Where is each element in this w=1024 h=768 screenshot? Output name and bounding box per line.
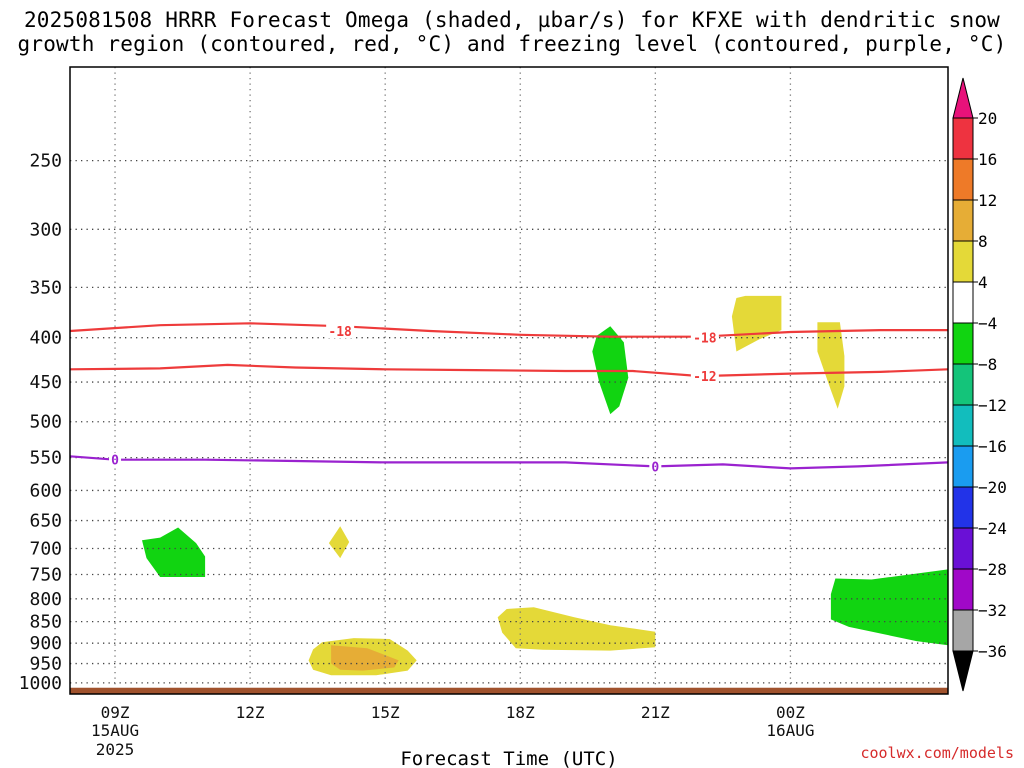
colorbar-swatch-2: [952, 199, 974, 242]
contour-label-bg: [690, 330, 719, 345]
contour-label-bg: [326, 324, 355, 339]
dendritic-contour-label: -18: [328, 325, 352, 340]
colorbar-swatch-10: [952, 527, 974, 570]
colorbar-swatch-8: [952, 445, 974, 488]
y-tick-label-850: 850: [29, 612, 62, 633]
omega-region-7: [497, 607, 656, 651]
freezing-contour-label: 0: [651, 460, 659, 475]
colorbar-swatch-4: [952, 281, 974, 324]
omega-region-0: [142, 527, 206, 577]
colorbar-swatch-3: [952, 240, 974, 283]
omega-region-5: [817, 322, 845, 409]
x-tick-year-2025: 2025: [96, 740, 135, 759]
colorbar-label-8: −16: [978, 437, 1007, 456]
y-tick-label-950: 950: [29, 654, 62, 675]
x-tick-label-21Z: 21Z: [641, 703, 670, 722]
colorbar-label-2: 12: [978, 191, 997, 210]
freezing-contour-2: [69, 455, 949, 470]
colorbar-label-9: −20: [978, 478, 1007, 497]
terrain-fill: [70, 687, 948, 694]
colorbar-label-0: 20: [978, 109, 997, 128]
x-tick-label-15Z: 15Z: [371, 703, 400, 722]
x-tick-label-12Z: 12Z: [236, 703, 265, 722]
colorbar-swatch-1: [952, 158, 974, 201]
omega-region-8: [331, 645, 399, 671]
colorbar-bottom-arrow: [952, 650, 974, 692]
contour-label-bg: [109, 452, 122, 467]
y-tick-label-650: 650: [29, 511, 62, 532]
y-tick-label-550: 550: [29, 448, 62, 469]
chart-title-line2: growth region (contoured, red, °C) and f…: [17, 32, 1007, 56]
colorbar-swatch-11: [952, 568, 974, 611]
plot-frame: [69, 66, 949, 695]
omega-region-3: [328, 526, 350, 559]
colorbar-label-11: −28: [978, 560, 1007, 579]
y-tick-label-350: 350: [29, 277, 62, 298]
y-tick-label-600: 600: [29, 480, 62, 501]
x-tick-label-00Z: 00Z: [776, 703, 805, 722]
dendritic-contour-label: -18: [693, 332, 717, 347]
colorbar-top-arrow: [952, 77, 974, 119]
colorbar-label-7: −12: [978, 396, 1007, 415]
colorbar-label-1: 16: [978, 150, 997, 169]
contour-label-bg: [649, 459, 662, 474]
omega-colorbar: 20 16 12 8 4 −4 −8 −12 −16 −20 −24 −28 −32 −36: [952, 77, 1007, 692]
y-tick-label-300: 300: [29, 219, 62, 240]
colorbar-label-6: −8: [978, 355, 997, 374]
colorbar-swatch-6: [952, 363, 974, 406]
omega-region-4: [731, 295, 782, 352]
y-tick-label-750: 750: [29, 564, 62, 585]
omega-region-2: [830, 569, 948, 646]
grid-lines: [70, 67, 948, 694]
colorbar-swatch-9: [952, 486, 974, 529]
freezing-contour-label: 0: [111, 454, 119, 469]
credit-text: coolwx.com/models: [860, 744, 1014, 762]
dendritic-contour-0: [69, 322, 948, 338]
colorbar-label-13: −36: [978, 642, 1007, 661]
y-tick-label-450: 450: [29, 372, 62, 393]
colorbar-label-10: −24: [978, 519, 1007, 538]
x-tick-label-09Z: 09Z: [101, 703, 130, 722]
y-tick-label-900: 900: [29, 633, 62, 654]
dendritic-contour-label: -12: [693, 370, 716, 385]
temperature-contours: -18 -18 -12 0 0: [69, 322, 949, 475]
y-tick-label-700: 700: [29, 538, 62, 559]
omega-shaded-regions: [142, 295, 948, 676]
contour-label-bg: [690, 369, 719, 384]
x-axis-label: Forecast Time (UTC): [400, 748, 617, 768]
colorbar-label-5: −4: [978, 314, 997, 333]
terrain-band: [70, 687, 948, 694]
colorbar-swatch-12: [952, 609, 974, 652]
x-tick-date-15AUG: 15AUG: [91, 721, 139, 740]
colorbar-label-12: −32: [978, 601, 1007, 620]
y-tick-label-800: 800: [29, 589, 62, 610]
y-tick-label-500: 500: [29, 412, 62, 433]
y-tick-label-1000: 1000: [19, 673, 62, 694]
y-tick-label-250: 250: [29, 151, 62, 172]
colorbar-label-4: 4: [978, 273, 988, 292]
y-tick-label-400: 400: [29, 328, 62, 349]
pressure-axis: 2503003504004505005506006507007508008509…: [19, 151, 62, 694]
x-tick-date-16AUG: 16AUG: [766, 721, 814, 740]
colorbar-swatch-7: [952, 404, 974, 447]
colorbar-swatch-5: [952, 322, 974, 365]
colorbar-swatch-0: [952, 117, 974, 160]
colorbar-label-3: 8: [978, 232, 988, 251]
chart-title: 2025081508 HRRR Forecast Omega (shaded, …: [0, 8, 1024, 56]
dendritic-contour-1: [69, 363, 949, 378]
x-tick-label-18Z: 18Z: [506, 703, 535, 722]
chart-title-line1: 2025081508 HRRR Forecast Omega (shaded, …: [23, 8, 1001, 32]
